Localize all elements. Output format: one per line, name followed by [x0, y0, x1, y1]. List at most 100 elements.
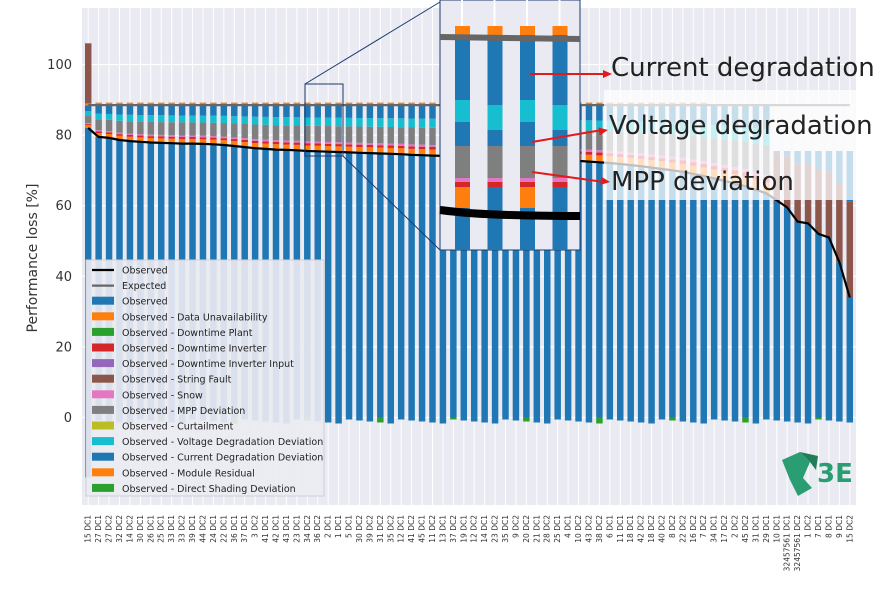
bar-seg-5-4: [137, 121, 144, 135]
bar-seg-50-0: [606, 162, 614, 418]
x-tick-label-8: 33 DC1: [167, 515, 176, 543]
x-tick-label-73: 15 DC2: [845, 515, 854, 543]
bar-seg-9-3: [178, 135, 186, 138]
bar-neg-73: [846, 417, 854, 423]
x-tick-label-25: 5 DC1: [345, 515, 354, 538]
bar-neg-70: [815, 417, 822, 420]
legend-label-1: Expected: [122, 281, 166, 292]
x-tick-label-37: 12 DC2: [470, 515, 479, 543]
legend-swatch-10: [92, 421, 114, 430]
bar-seg-13-6: [220, 105, 228, 116]
bar-seg-2-6: [105, 105, 113, 114]
bar-neg-56: [669, 417, 676, 421]
bar-seg-23-5: [324, 117, 332, 127]
bar-seg-20-5: [293, 117, 301, 126]
bar-seg-21-2: [304, 143, 311, 146]
bar-seg-43-0: [533, 159, 541, 418]
bar-seg-48-4: [585, 130, 593, 150]
bar-seg-5-6: [137, 105, 144, 116]
bar-seg-6-4: [147, 121, 155, 135]
x-tick-label-47: 10 DC2: [574, 515, 583, 543]
x-tick-label-60: 34 DC1: [710, 515, 719, 543]
annotation-arrowhead-1: [598, 127, 608, 136]
bar-seg-23-0: [324, 151, 332, 418]
bar-seg-22-6: [314, 105, 321, 118]
bar-seg-18-1: [272, 144, 280, 150]
bar-seg-31-0: [408, 154, 415, 418]
bar-seg-1-1: [95, 133, 102, 137]
bar-seg-29-6: [387, 105, 394, 119]
bar-seg-51-0: [617, 164, 624, 418]
bar-seg-3-6: [116, 105, 123, 115]
bar-seg-20-1: [293, 144, 301, 151]
bar-seg-49-2: [596, 152, 603, 156]
x-tick-label-33: 11 DC2: [428, 515, 437, 543]
bar-seg-1-2: [95, 131, 102, 134]
bar-seg-73-0: [846, 297, 854, 418]
bar-seg-11-1: [199, 139, 207, 144]
bar-seg-7-3: [158, 134, 165, 137]
bar-seg-29-5: [387, 118, 394, 128]
legend-swatch-8: [92, 390, 114, 399]
bar-seg-73-1: [846, 201, 854, 298]
x-tick-label-15: 37 DC1: [240, 515, 249, 543]
bar-neg-57: [679, 417, 687, 422]
bar-neg-68: [794, 417, 801, 423]
bar-seg-25-5: [345, 117, 353, 127]
bar-seg-4-5: [126, 114, 134, 122]
bar-seg-3-4: [116, 120, 123, 133]
bar-seg-57-0: [679, 171, 687, 418]
x-tick-label-20: 23 DC1: [292, 515, 301, 543]
x-tick-label-23: 2 DC1: [324, 515, 333, 538]
x-tick-label-0: 15 DC1: [84, 515, 93, 543]
legend-label-11: Observed - Voltage Degradation Deviation: [122, 437, 323, 448]
bar-neg-52: [627, 417, 634, 422]
bar-seg-32-4: [418, 127, 426, 145]
x-tick-label-54: 18 DC2: [647, 515, 656, 543]
bar-seg-17-6: [262, 105, 269, 117]
bar-seg-32-1: [418, 149, 426, 156]
bar-seg-28-1: [377, 147, 384, 154]
bar-neg-33: [429, 417, 436, 423]
bar-seg-30-0: [397, 154, 405, 418]
annotation-arrowhead-2: [600, 176, 610, 185]
x-tick-label-61: 17 DC2: [720, 515, 729, 543]
bar-seg-31-6: [408, 105, 415, 119]
bar-seg-23-6: [324, 105, 332, 118]
bar-seg-27-0: [366, 153, 374, 418]
x-tick-label-55: 40 DC2: [658, 515, 667, 543]
bar-neg-34: [439, 417, 447, 424]
x-tick-label-39: 23 DC2: [491, 515, 500, 543]
bar-seg-61-0: [721, 180, 728, 418]
x-tick-label-35: 37 DC2: [449, 515, 458, 543]
bar-seg-54-0: [648, 167, 655, 418]
zoom-bar-1-seg-3: [487, 130, 503, 146]
bar-seg-14-1: [231, 141, 238, 147]
x-tick-label-69: 1 DC2: [804, 515, 813, 538]
legend-swatch-11: [92, 437, 114, 446]
zoom-bar-3-seg-4: [552, 146, 568, 178]
bar-seg-9-2: [178, 137, 186, 139]
bar-seg-5-5: [137, 115, 144, 122]
zoom-expected-line: [439, 34, 581, 42]
bar-seg-28-4: [377, 126, 384, 144]
bar-seg-0-2: [84, 124, 92, 126]
bar-seg-19-1: [283, 144, 290, 150]
annotation-arrowhead-0: [603, 70, 612, 78]
bar-seg-29-1: [387, 147, 394, 154]
bar-seg-33-4: [429, 127, 436, 145]
zoom-bar-0-seg-2: [455, 100, 470, 122]
x-tick-label-45: 25 DC1: [553, 515, 562, 543]
bar-seg-1-3: [95, 130, 102, 132]
bar-seg-24-5: [335, 117, 342, 127]
bar-seg-19-3: [283, 140, 290, 143]
bar-first-spike: [84, 43, 92, 104]
bar-neg-30: [397, 417, 405, 420]
x-tick-label-64: 31 DC1: [751, 515, 760, 543]
bar-seg-30-2: [397, 145, 405, 149]
bar-seg-31-3: [408, 144, 415, 147]
bar-neg-67: [783, 417, 791, 422]
bar-seg-7-4: [158, 122, 165, 135]
bar-neg-23: [324, 417, 332, 423]
bar-neg-48: [585, 417, 593, 423]
